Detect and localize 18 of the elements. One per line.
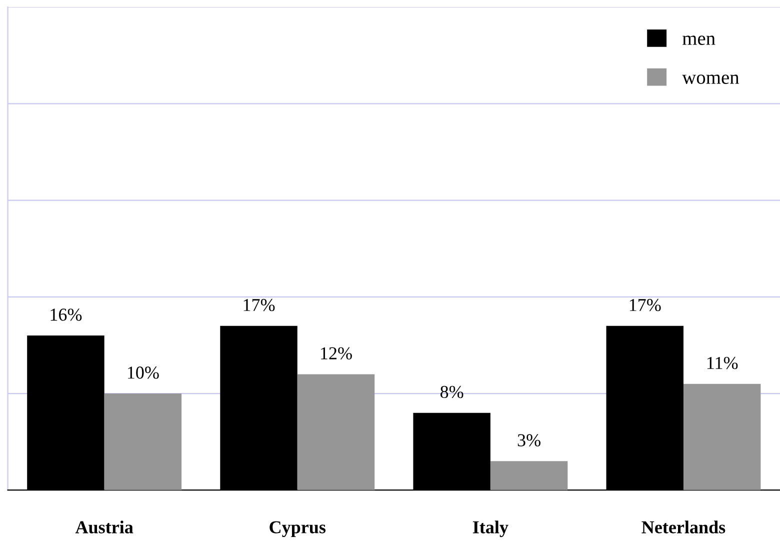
x-tick-label: Austria — [75, 520, 134, 534]
data-label: 17% — [630, 298, 661, 312]
data-label: 10% — [128, 366, 159, 379]
legend-label: men — [682, 36, 716, 45]
bar — [104, 394, 182, 490]
data-label: 11% — [707, 356, 738, 370]
data-label: 16% — [50, 308, 82, 321]
data-label: 8% — [440, 386, 464, 398]
bar — [490, 461, 568, 490]
x-tick-label: Neterlands — [642, 520, 726, 534]
data-label: 17% — [244, 298, 275, 312]
x-tick-label: Italy — [472, 520, 508, 538]
bar — [297, 374, 375, 490]
legend-label: women — [682, 74, 740, 84]
data-label: 12% — [321, 347, 352, 360]
data-label: 3% — [518, 434, 540, 446]
x-tick-label: Cyprus — [270, 521, 326, 538]
bar — [683, 384, 761, 490]
